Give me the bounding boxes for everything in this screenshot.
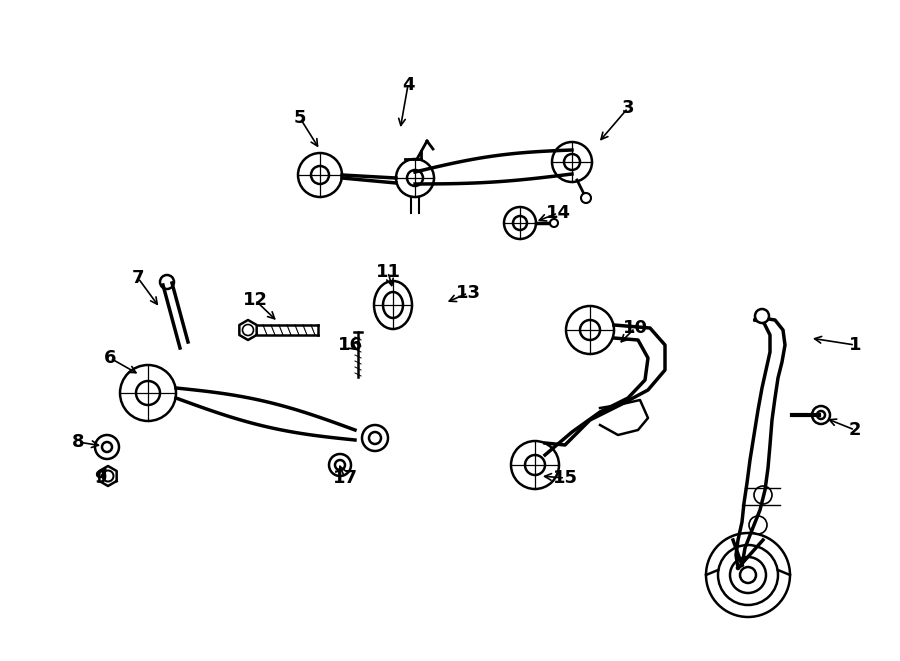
Circle shape — [581, 193, 591, 203]
Text: 4: 4 — [401, 76, 414, 94]
Text: 9: 9 — [94, 469, 106, 487]
Circle shape — [755, 309, 769, 323]
Circle shape — [550, 219, 558, 227]
Text: 3: 3 — [622, 99, 634, 117]
Text: 15: 15 — [553, 469, 578, 487]
Polygon shape — [545, 325, 665, 455]
Text: 10: 10 — [623, 319, 647, 337]
Text: 12: 12 — [242, 291, 267, 309]
Text: 6: 6 — [104, 349, 116, 367]
Text: 1: 1 — [849, 336, 861, 354]
Text: 8: 8 — [72, 433, 85, 451]
Text: 2: 2 — [849, 421, 861, 439]
Text: 11: 11 — [375, 263, 401, 281]
Polygon shape — [600, 400, 648, 435]
Text: 7: 7 — [131, 269, 144, 287]
Text: 13: 13 — [455, 284, 481, 302]
Text: 14: 14 — [545, 204, 571, 222]
Text: 17: 17 — [332, 469, 357, 487]
Polygon shape — [736, 318, 785, 568]
Text: 5: 5 — [293, 109, 306, 127]
Polygon shape — [176, 388, 355, 440]
Text: 16: 16 — [338, 336, 363, 354]
Polygon shape — [415, 150, 572, 184]
